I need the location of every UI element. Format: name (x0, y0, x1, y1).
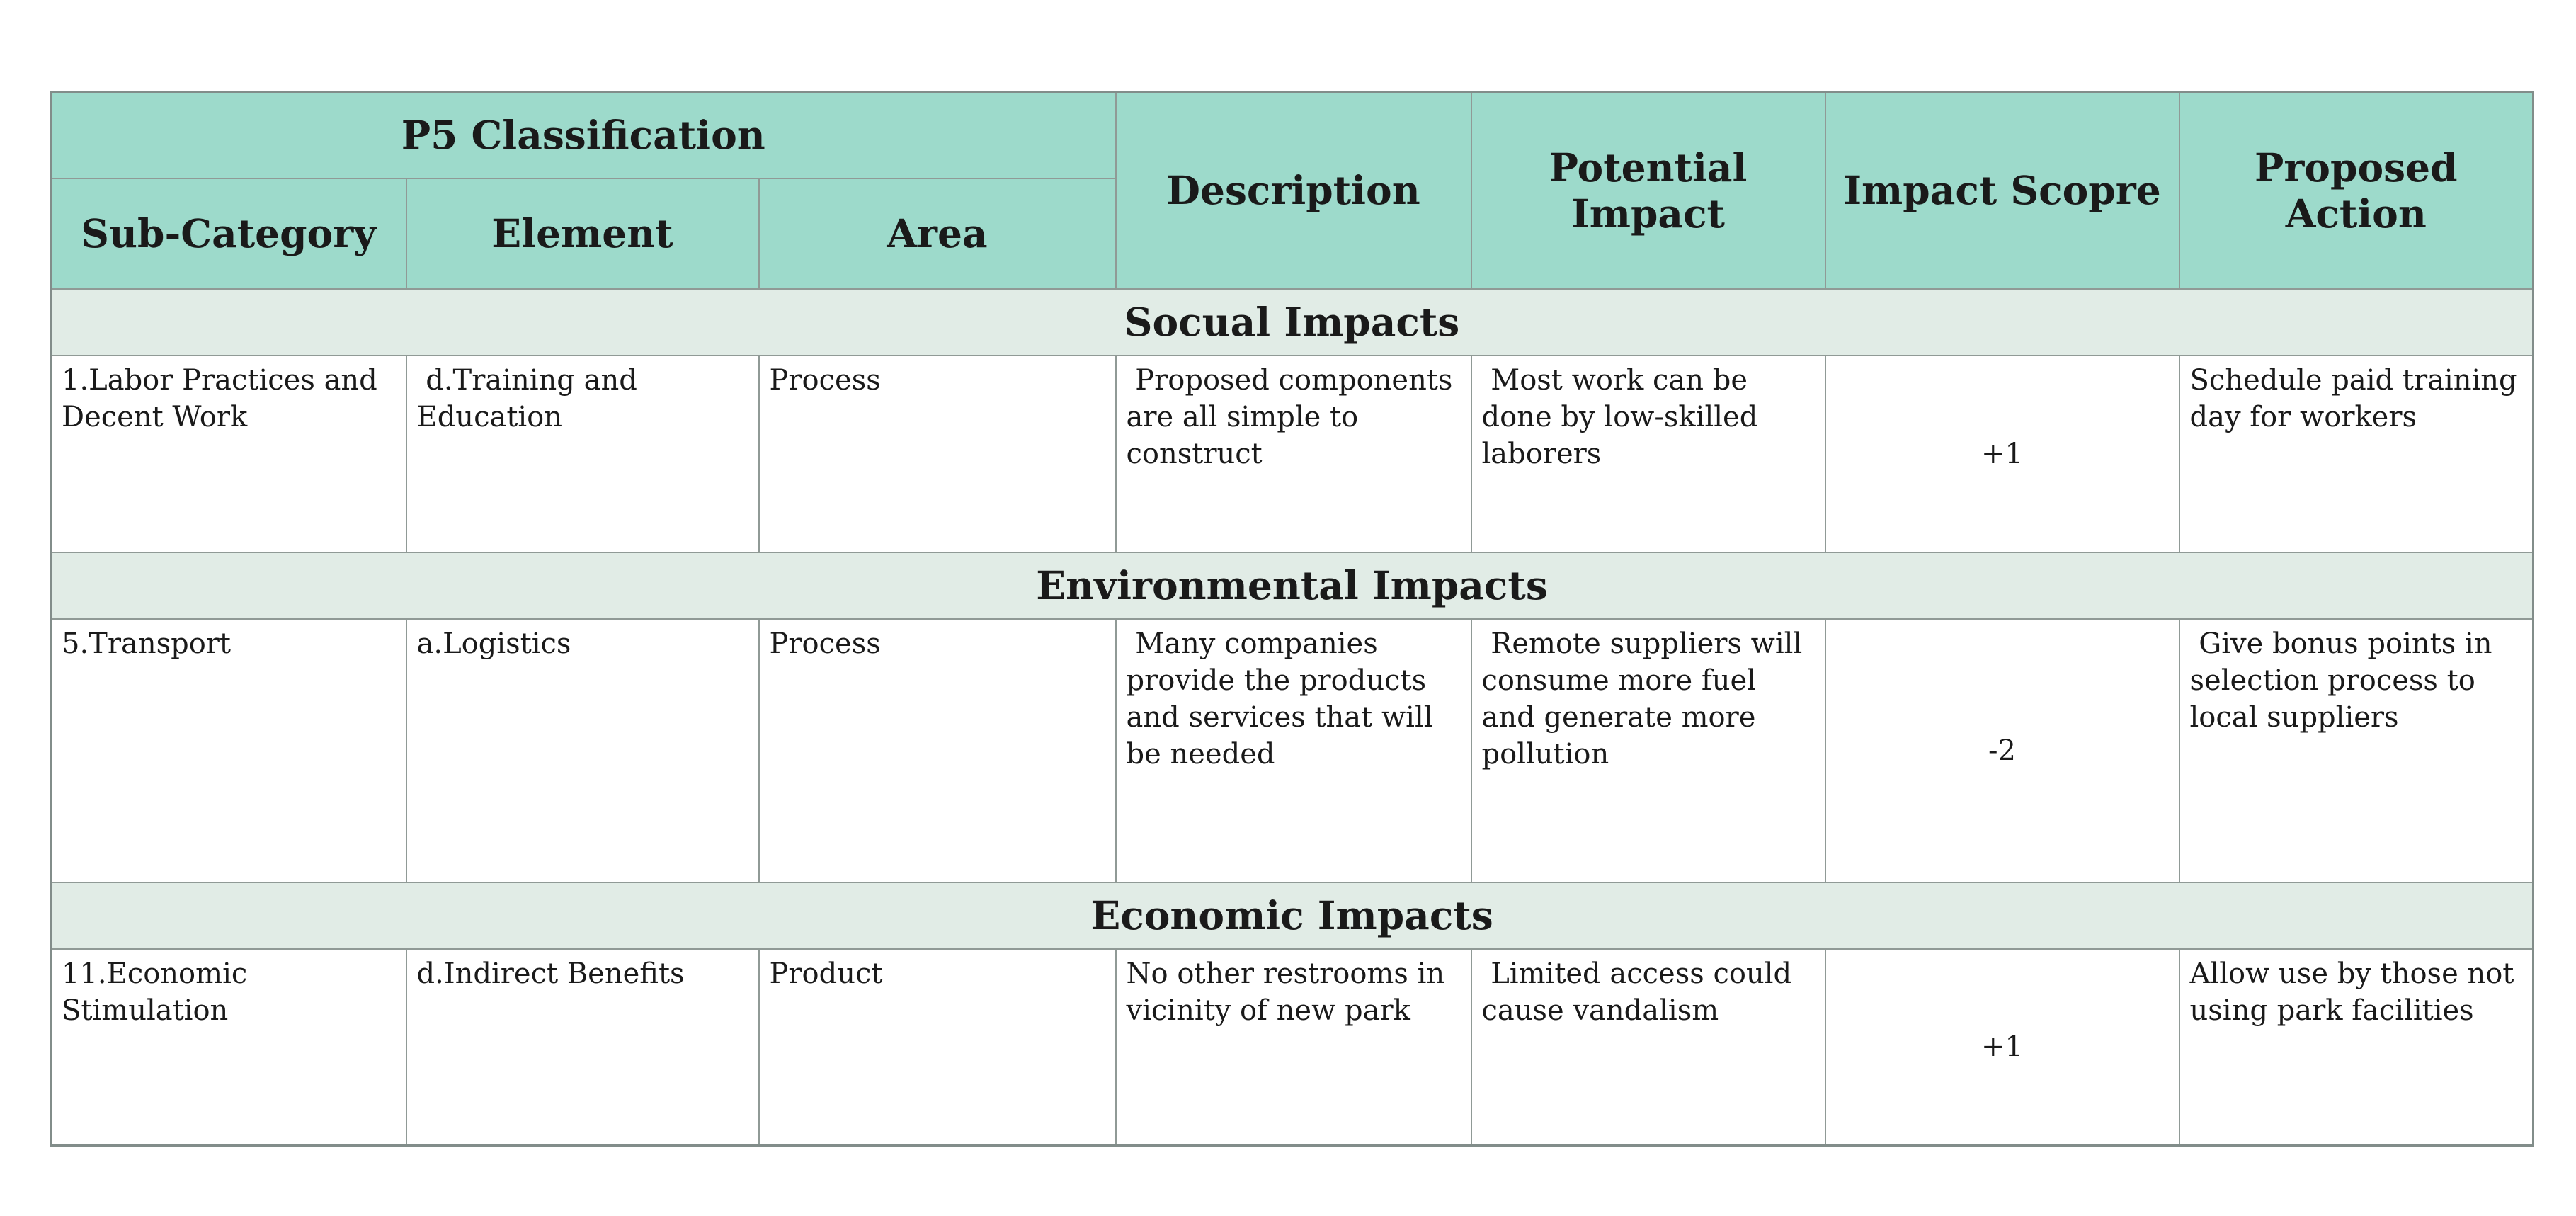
cell-description: Proposed components are all simple to co… (1115, 354, 1472, 553)
section-title: Economic Impacts (50, 881, 2534, 950)
col-header-area: Area (758, 177, 1117, 290)
p5-impact-table-container: P5 Classification Description Potential … (50, 91, 2535, 1147)
col-header-p5-classification: P5 Classification (50, 91, 1117, 179)
section-header-environmental: Environmental Impacts (50, 551, 2534, 620)
table-body: Socual Impacts 1.Labor Practices and Dec… (50, 288, 2534, 1147)
cell-proposed-action: Give bonus points in selection process t… (2178, 618, 2534, 883)
table-row-transport: 5.Transport a.Logistics Process Many com… (50, 618, 2534, 883)
cell-description: No other restrooms in vicinity of new pa… (1115, 948, 1472, 1147)
cell-proposed-action: Allow use by those not using park facili… (2178, 948, 2534, 1147)
section-title: Environmental Impacts (50, 551, 2534, 620)
cell-area: Process (758, 354, 1117, 553)
col-header-description: Description (1115, 91, 1472, 290)
col-header-potential-impact: Potential Impact (1470, 91, 1826, 290)
cell-impact-score: +1 (1824, 354, 2180, 553)
cell-area: Process (758, 618, 1117, 883)
cell-sub-category: 1.Labor Practices and Decent Work (50, 354, 407, 553)
section-title: Socual Impacts (50, 288, 2534, 356)
cell-element: a.Logistics (405, 618, 760, 883)
table-row-economic-stimulation: 11.Economic Stimulation d.Indirect Benef… (50, 948, 2534, 1147)
p5-impact-table: P5 Classification Description Potential … (50, 91, 2535, 1147)
cell-potential-impact: Remote suppliers will consume more fuel … (1470, 618, 1826, 883)
section-header-economic: Economic Impacts (50, 881, 2534, 950)
cell-potential-impact: Limited access could cause vandalism (1470, 948, 1826, 1147)
cell-element: d.Indirect Benefits (405, 948, 760, 1147)
cell-element: d.Training and Education (405, 354, 760, 553)
table-row-labor-practices: 1.Labor Practices and Decent Work d.Trai… (50, 354, 2534, 553)
cell-impact-score: +1 (1824, 948, 2180, 1147)
col-header-sub-category: Sub-Category (50, 177, 407, 290)
table-header: P5 Classification Description Potential … (50, 91, 2534, 290)
cell-area: Product (758, 948, 1117, 1147)
cell-sub-category: 11.Economic Stimulation (50, 948, 407, 1147)
cell-description: Many companies provide the products and … (1115, 618, 1472, 883)
cell-proposed-action: Schedule paid training day for workers (2178, 354, 2534, 553)
cell-impact-score: -2 (1824, 618, 2180, 883)
col-header-impact-score: Impact Scopre (1824, 91, 2180, 290)
cell-sub-category: 5.Transport (50, 618, 407, 883)
section-header-social: Socual Impacts (50, 288, 2534, 356)
header-row-sub: Sub-Category Element Area (50, 177, 2534, 290)
col-header-element: Element (405, 177, 760, 290)
cell-potential-impact: Most work can be done by low-skilled lab… (1470, 354, 1826, 553)
header-row-group: P5 Classification Description Potential … (50, 91, 2534, 290)
col-header-proposed-action: Proposed Action (2178, 91, 2534, 290)
